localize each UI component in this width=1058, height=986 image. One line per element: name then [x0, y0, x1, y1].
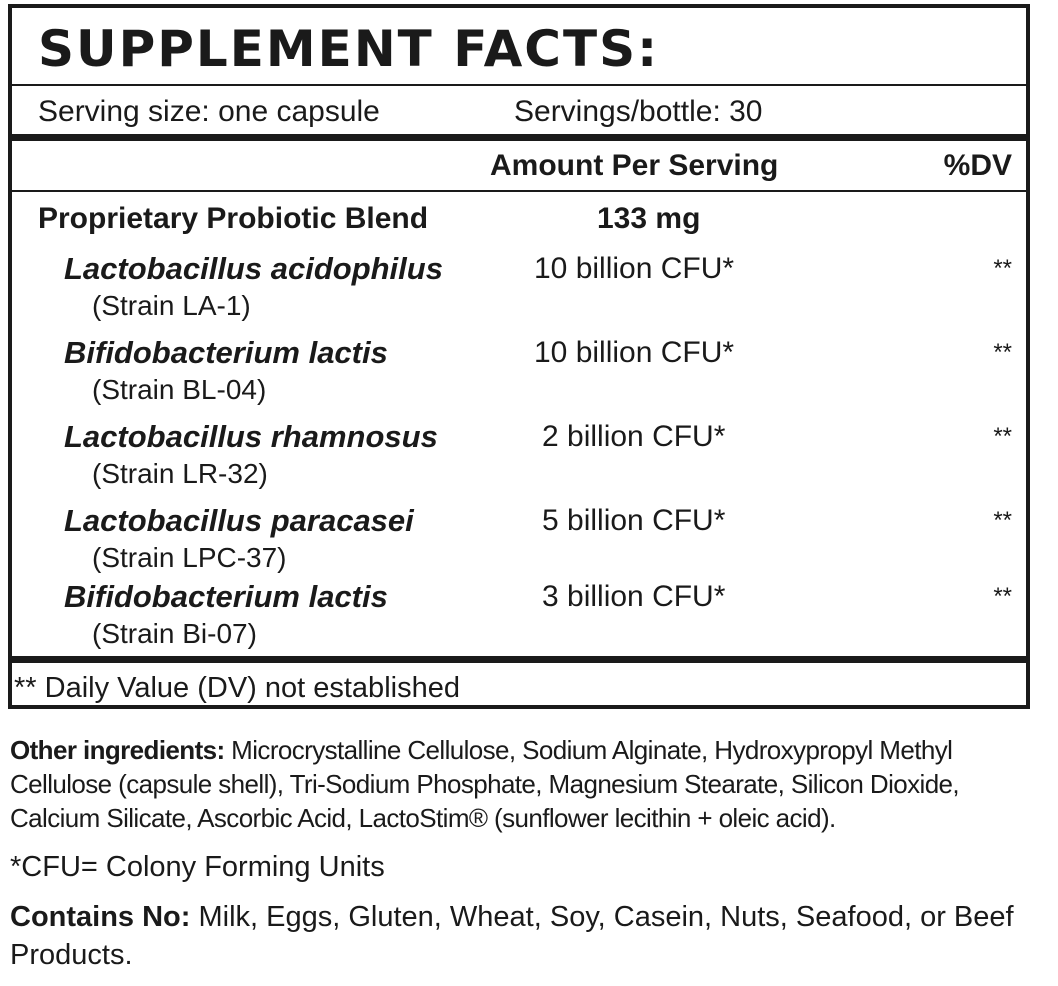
rule-under-header — [12, 190, 1026, 192]
ingredient-row: Bifidobacterium lactis (Strain Bi-07) 3 … — [12, 578, 1026, 662]
ingredient-strain: (Strain LR-32) — [92, 458, 268, 489]
servings-per-bottle: Servings/bottle: 30 — [514, 95, 763, 128]
ingredient-strain: (Strain LA-1) — [92, 290, 251, 321]
ingredient-dv: ** — [993, 423, 1012, 450]
contains-no: Contains No: Milk, Eggs, Gluten, Wheat, … — [10, 898, 1040, 974]
ingredient-name: Lactobacillus paracasei — [64, 503, 414, 538]
ingredient-strain: (Strain Bi-07) — [92, 618, 257, 649]
ingredient-row: Lactobacillus acidophilus (Strain LA-1) … — [12, 250, 1026, 334]
ingredient-name: Lactobacillus acidophilus — [64, 251, 443, 286]
contains-no-label: Contains No: — [10, 901, 191, 933]
ingredient-dv: ** — [993, 339, 1012, 366]
blend-amount: 133 mg — [597, 202, 701, 235]
rule-thick-bottom — [12, 656, 1026, 663]
ingredient-amount: 3 billion CFU* — [542, 580, 726, 613]
ingredient-strain: (Strain LPC-37) — [92, 542, 287, 573]
ingredient-dv: ** — [993, 583, 1012, 610]
ingredient-amount: 10 billion CFU* — [534, 252, 735, 285]
ingredient-row: Lactobacillus paracasei (Strain LPC-37) … — [12, 502, 1026, 586]
ingredient-name: Bifidobacterium lactis — [64, 335, 388, 370]
ingredient-dv: ** — [993, 507, 1012, 534]
serving-size: Serving size: one capsule — [38, 95, 380, 128]
ingredient-row: Bifidobacterium lactis (Strain BL-04) 10… — [12, 334, 1026, 418]
ingredient-amount: 5 billion CFU* — [542, 504, 726, 537]
ingredient-amount: 10 billion CFU* — [534, 336, 735, 369]
rule-thick-top — [12, 134, 1026, 141]
ingredient-name: Bifidobacterium lactis — [64, 579, 388, 614]
cfu-note: *CFU= Colony Forming Units — [10, 851, 385, 883]
header-daily-value: %DV — [943, 149, 1012, 182]
header-amount-per-serving: Amount Per Serving — [490, 149, 779, 182]
ingredient-dv: ** — [993, 255, 1012, 282]
ingredient-row: Lactobacillus rhamnosus (Strain LR-32) 2… — [12, 418, 1026, 502]
ingredient-name: Lactobacillus rhamnosus — [64, 419, 438, 454]
ingredient-strain: (Strain BL-04) — [92, 374, 267, 405]
ingredient-amount: 2 billion CFU* — [542, 420, 726, 453]
daily-value-note: ** Daily Value (DV) not established — [14, 672, 460, 704]
panel-title: SUPPLEMENT FACTS: — [38, 20, 660, 78]
contains-no-text: Milk, Eggs, Gluten, Wheat, Soy, Casein, … — [10, 901, 1014, 971]
supplement-facts-panel: SUPPLEMENT FACTS: Serving size: one caps… — [8, 4, 1030, 709]
other-ingredients-label: Other ingredients: — [10, 735, 225, 765]
other-ingredients-text: Microcrystalline Cellulose, Sodium Algin… — [10, 735, 960, 833]
rule-under-title — [12, 84, 1026, 86]
blend-name: Proprietary Probiotic Blend — [38, 202, 429, 235]
other-ingredients: Other ingredients: Microcrystalline Cell… — [10, 733, 1040, 835]
